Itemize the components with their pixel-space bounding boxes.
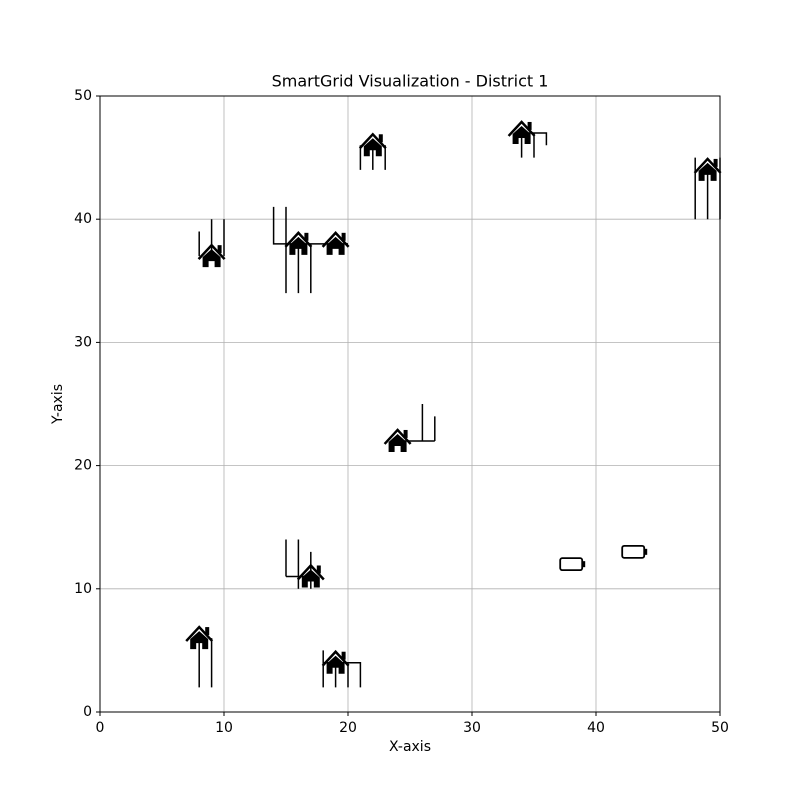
house-chimney [341,232,346,241]
house-body [202,249,221,268]
battery [621,544,648,559]
battery-body [621,544,646,559]
house [383,428,412,452]
house-body [512,125,531,144]
house [296,563,325,588]
house-roof [321,649,350,667]
y-tick-label: 20 [74,458,92,474]
house [284,231,313,255]
house-roof [185,625,214,642]
house-body [289,236,308,255]
y-tick-label: 10 [74,581,92,597]
cable [198,638,213,688]
house-body [326,655,345,674]
house-roof [296,563,325,581]
house-chimney [304,232,309,241]
x-tick-label: 10 [215,720,233,736]
y-axis-label: Y-axis [50,384,66,425]
house [321,649,350,674]
house-body [698,162,717,181]
battery-terminal [582,561,586,568]
x-tick-label: 0 [96,720,105,736]
x-axis-label: X-axis [389,739,431,755]
x-tick-label: 20 [339,720,357,736]
cable [285,539,312,589]
house [321,231,350,255]
house [185,625,214,650]
house [358,132,387,157]
y-tick-label: 40 [74,211,92,227]
house-body [326,236,345,255]
house-chimney [713,158,718,167]
battery [559,557,586,572]
house-roof [197,243,226,261]
chart-title: SmartGrid Visualization - District 1 [272,72,549,91]
house-roof [284,231,313,248]
house-body [388,433,407,452]
house-roof [507,120,536,137]
house [507,120,536,144]
battery-terminal [644,548,648,555]
house-chimney [205,627,210,636]
house-body [363,138,382,157]
x-tick-label: 30 [463,720,481,736]
house [197,243,226,268]
y-tick-label: 50 [74,88,92,104]
y-tick-label: 0 [83,704,92,720]
house-roof [358,132,387,150]
x-tick-label: 40 [587,720,605,736]
cable [272,206,348,294]
house-roof [321,231,350,248]
house-chimney [378,134,383,143]
house-chimney [217,245,222,254]
plot-frame [99,95,721,713]
house-roof [693,157,722,174]
house-chimney [403,429,408,438]
house-body [190,631,209,650]
y-tick-label: 30 [74,334,92,350]
house-body [301,569,320,588]
battery-body [559,557,584,572]
house [693,157,722,181]
house-chimney [316,565,321,574]
house-chimney [341,651,346,660]
house-roof [383,428,412,445]
cable [322,650,362,688]
house-chimney [527,121,532,130]
x-tick-label: 50 [711,720,729,736]
